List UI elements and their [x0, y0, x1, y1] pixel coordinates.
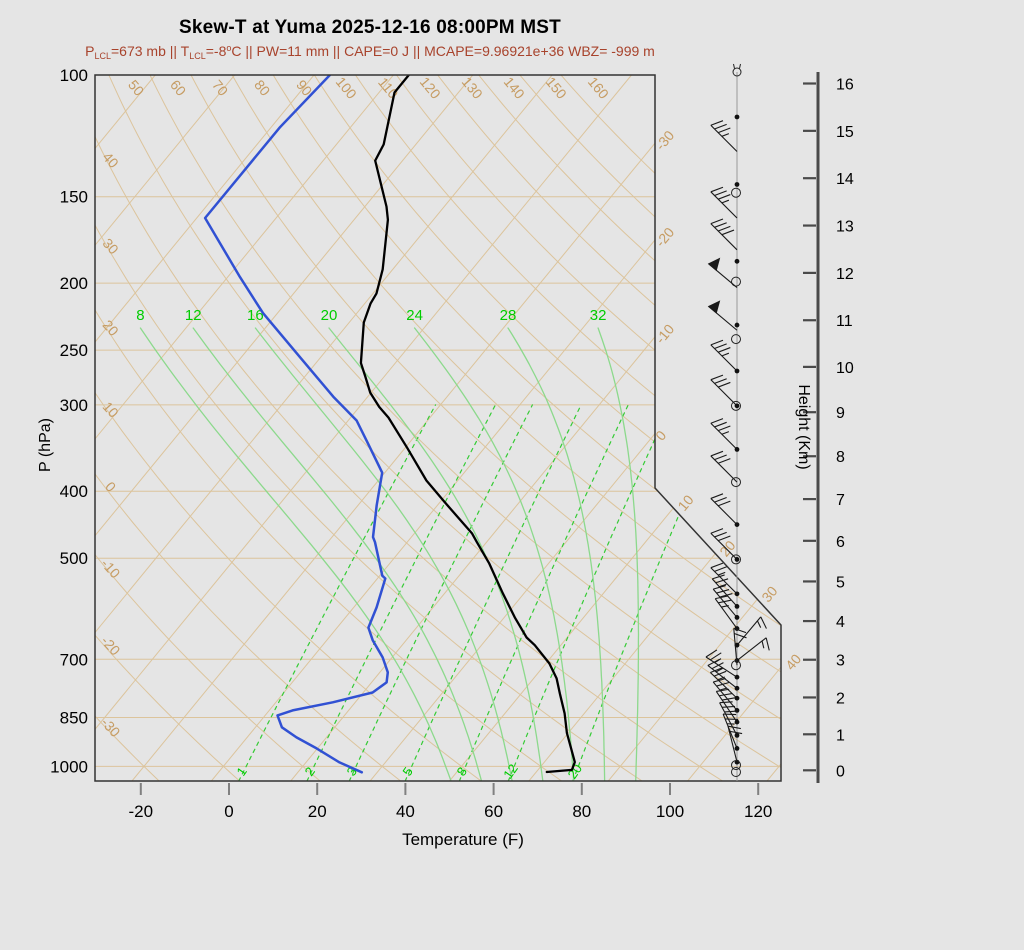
svg-text:150: 150: [543, 74, 570, 102]
svg-text:32: 32: [590, 307, 607, 324]
svg-text:100: 100: [60, 66, 88, 85]
svg-text:20: 20: [100, 317, 122, 339]
svg-text:10: 10: [674, 492, 696, 514]
svg-text:3: 3: [836, 653, 845, 670]
svg-text:20: 20: [321, 307, 338, 324]
svg-text:-20: -20: [652, 224, 677, 250]
svg-text:60: 60: [484, 802, 503, 821]
svg-text:Height (Km): Height (Km): [795, 384, 812, 469]
svg-text:120: 120: [744, 802, 772, 821]
svg-text:100: 100: [333, 74, 360, 102]
subtitle-segment: =-8: [205, 43, 227, 59]
subtitle-segment: =673 mb || T: [111, 43, 190, 59]
dewpoint-curve: [203, 75, 390, 774]
svg-text:850: 850: [60, 709, 88, 728]
svg-text:9: 9: [836, 405, 845, 422]
svg-text:-20: -20: [98, 633, 124, 659]
subtitle-segment: LCL: [189, 51, 206, 61]
svg-text:130: 130: [459, 74, 486, 102]
temperature-axis: -20 0 20 40 60 80 100 120 Temperature (F): [129, 783, 772, 849]
svg-text:16: 16: [247, 307, 264, 324]
svg-text:100: 100: [656, 802, 684, 821]
svg-text:0: 0: [102, 478, 119, 495]
subtitle-segment: P: [85, 43, 95, 59]
svg-text:15: 15: [836, 124, 854, 141]
svg-text:12: 12: [185, 307, 202, 324]
svg-text:12: 12: [836, 266, 854, 283]
svg-text:P (hPa): P (hPa): [37, 418, 54, 472]
svg-text:12: 12: [500, 761, 521, 781]
temperature-curve: [359, 75, 576, 774]
svg-text:60: 60: [167, 77, 189, 99]
svg-text:40: 40: [396, 802, 415, 821]
svg-text:5: 5: [836, 575, 845, 592]
svg-text:80: 80: [572, 802, 591, 821]
sounding-curves: [203, 75, 576, 774]
subtitle-segment: LCL: [94, 51, 111, 61]
svg-text:24: 24: [406, 307, 423, 324]
svg-text:7: 7: [836, 492, 845, 509]
svg-text:70: 70: [209, 77, 231, 99]
svg-text:30: 30: [100, 235, 122, 257]
chart-subtitle-stats: PLCL=673 mb || TLCL=-8oC || PW=11 mm || …: [0, 43, 740, 61]
svg-text:10: 10: [100, 398, 122, 420]
subtitle-segment: C || PW=11 mm || CAPE=0 J || MCAPE=9.969…: [231, 43, 655, 59]
svg-text:11: 11: [836, 313, 853, 330]
svg-text:20: 20: [308, 802, 327, 821]
subtitle-segment: o: [226, 43, 232, 53]
svg-text:0: 0: [836, 763, 845, 780]
svg-text:250: 250: [60, 341, 88, 360]
svg-text:160: 160: [585, 74, 612, 102]
svg-text:50: 50: [125, 77, 147, 99]
svg-text:30: 30: [758, 583, 780, 605]
svg-text:-10: -10: [652, 321, 677, 347]
svg-text:-30: -30: [652, 127, 677, 153]
svg-text:14: 14: [836, 171, 854, 188]
svg-text:4: 4: [836, 614, 845, 631]
svg-text:80: 80: [251, 77, 273, 99]
pressure-axis: 100 150 200 250 300 400 500 700 850 1000 P (hPa): [37, 66, 88, 776]
svg-text:13: 13: [836, 219, 854, 236]
svg-text:-10: -10: [98, 555, 124, 581]
background-grid: [95, 75, 781, 781]
svg-text:8: 8: [136, 307, 144, 324]
svg-text:6: 6: [836, 534, 845, 551]
svg-text:1: 1: [836, 727, 845, 744]
svg-text:150: 150: [60, 188, 88, 207]
svg-text:10: 10: [836, 360, 854, 377]
svg-text:2: 2: [836, 691, 845, 708]
svg-text:400: 400: [60, 482, 88, 501]
svg-text:0: 0: [224, 802, 233, 821]
svg-text:20: 20: [565, 761, 586, 781]
svg-text:300: 300: [60, 396, 88, 415]
svg-text:140: 140: [501, 74, 528, 102]
svg-text:-30: -30: [98, 714, 124, 740]
svg-text:500: 500: [60, 549, 88, 568]
wind-barb-panel: [705, 63, 770, 781]
svg-text:700: 700: [60, 650, 88, 669]
svg-text:-20: -20: [129, 802, 154, 821]
svg-text:1000: 1000: [50, 757, 88, 776]
svg-text:28: 28: [500, 307, 517, 324]
chart-title: Skew-T at Yuma 2025-12-16 08:00PM MST: [179, 17, 561, 38]
svg-text:40: 40: [782, 651, 804, 673]
svg-text:200: 200: [60, 274, 88, 293]
svg-text:16: 16: [836, 77, 854, 94]
plot-border: [94, 74, 782, 782]
svg-text:Temperature (F): Temperature (F): [402, 830, 524, 849]
svg-text:8: 8: [836, 449, 845, 466]
